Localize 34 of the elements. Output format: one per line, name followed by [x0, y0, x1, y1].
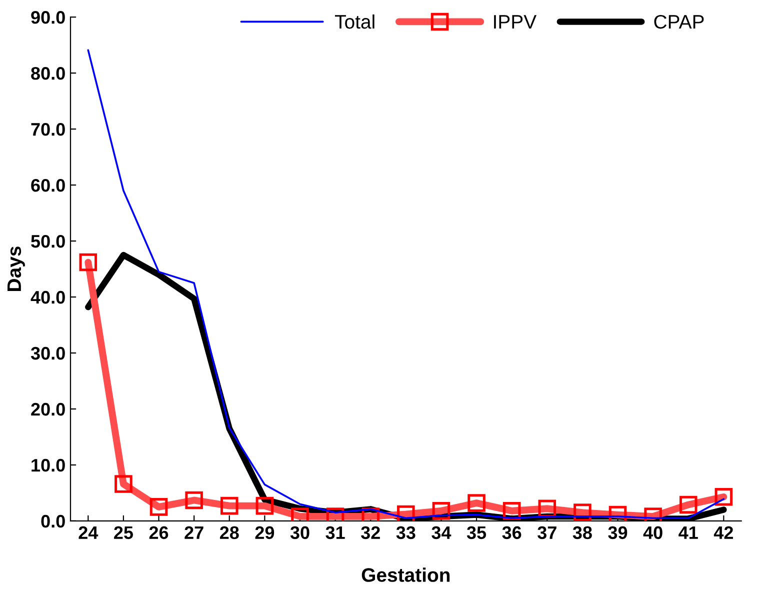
x-tick-label: 25 — [114, 526, 133, 540]
y-tick-label: 30.0 — [30, 346, 65, 360]
x-tick-label: 35 — [466, 526, 486, 540]
y-tick-label: 10.0 — [32, 458, 65, 472]
y-tick-label: 40.0 — [30, 290, 65, 304]
x-tick-label: 39 — [608, 526, 628, 540]
x-tick-label: 27 — [184, 526, 204, 539]
x-tick-label: 42 — [714, 526, 733, 539]
x-tick-label: 32 — [360, 526, 380, 540]
x-tick-label: 30 — [290, 526, 310, 540]
y-tick-label: 50.0 — [31, 234, 65, 248]
x-tick-label: 24 — [78, 526, 98, 539]
y-tick-label: 70.0 — [31, 122, 65, 136]
x-tick-label: 36 — [502, 526, 522, 540]
x-tick-label: 38 — [572, 526, 592, 540]
legend-label: Total — [334, 14, 374, 29]
x-tick-label: 28 — [220, 526, 239, 540]
y-tick-label: 80.0 — [31, 67, 65, 80]
y-axis-title: Days — [8, 246, 25, 291]
x-tick-label: 31 — [326, 526, 345, 540]
y-tick-label: 0.0 — [41, 514, 65, 528]
x-tick-label: 41 — [678, 526, 698, 539]
x-axis-title: Gestation — [362, 568, 450, 582]
x-tick-label: 26 — [149, 526, 168, 540]
y-tick-label: 60.0 — [31, 178, 65, 192]
x-tick-label: 37 — [538, 526, 556, 540]
legend-label: IPPV — [494, 15, 536, 29]
y-tick-label: 90.0 — [31, 11, 65, 24]
x-tick-label: 29 — [255, 526, 274, 540]
x-tick-label: 40 — [643, 526, 662, 540]
x-tick-label: 34 — [432, 526, 452, 540]
x-tick-label: 33 — [396, 526, 416, 540]
legend-label: CPAP — [654, 14, 704, 29]
y-tick-label: 20.0 — [31, 402, 65, 416]
